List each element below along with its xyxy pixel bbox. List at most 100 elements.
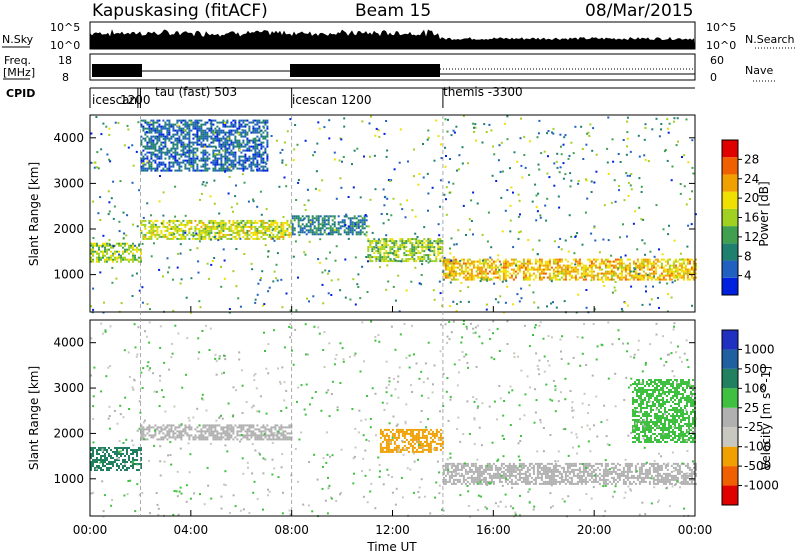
heatmap-cell: [220, 238, 222, 240]
heatmap-cell: [256, 162, 258, 164]
heatmap-cell: [196, 166, 198, 168]
heatmap-cell: [128, 455, 130, 457]
heatmap-cell: [226, 162, 228, 164]
heatmap-cell: [340, 187, 342, 189]
heatmap-cell: [236, 430, 238, 432]
heatmap-cell: [304, 204, 306, 206]
heatmap-cell: [232, 124, 234, 126]
heatmap-cell: [472, 192, 474, 194]
heatmap-cell: [472, 233, 474, 235]
heatmap-cell: [449, 471, 451, 473]
heatmap-cell: [461, 271, 463, 273]
heatmap-cell: [489, 475, 491, 477]
heatmap-cell: [234, 154, 236, 156]
heatmap-cell: [248, 126, 250, 128]
heatmap-cell: [579, 265, 581, 267]
heatmap-cell: [198, 232, 200, 234]
heatmap-cell: [194, 120, 196, 122]
heatmap-cell: [358, 223, 360, 225]
heatmap-cell: [563, 279, 565, 281]
heatmap-cell: [218, 142, 220, 144]
heatmap-cell: [345, 297, 347, 299]
heatmap-cell: [393, 244, 395, 246]
heatmap-cell: [284, 222, 286, 224]
heatmap-cell: [166, 438, 168, 440]
heatmap-cell: [172, 148, 174, 150]
heatmap-cell: [387, 240, 389, 242]
heatmap-cell: [216, 138, 218, 140]
heatmap-cell: [669, 265, 671, 267]
heatmap-cell: [483, 469, 485, 471]
heatmap-cell: [240, 124, 242, 126]
heatmap-cell: [252, 162, 254, 164]
heatmap-cell: [363, 156, 365, 158]
heatmap-cell: [98, 459, 100, 461]
heatmap-cell: [258, 122, 260, 124]
heatmap-cell: [539, 269, 541, 271]
heatmap-cell: [240, 146, 242, 148]
heatmap-cell: [286, 436, 288, 438]
heatmap-cell: [200, 220, 202, 222]
heatmap-cell: [614, 272, 616, 274]
heatmap-cell: [234, 152, 236, 154]
heatmap-cell: [182, 136, 184, 138]
heatmap-cell: [166, 424, 168, 426]
heatmap-cell: [103, 302, 105, 304]
heatmap-cell: [104, 465, 106, 467]
heatmap-cell: [200, 130, 202, 132]
heatmap-cell: [473, 277, 475, 279]
heatmap-cell: [280, 432, 282, 434]
heatmap-cell: [568, 251, 570, 253]
heatmap-cell: [91, 162, 93, 164]
heatmap-cell: [623, 269, 625, 271]
heatmap-cell: [345, 214, 347, 216]
heatmap-cell: [158, 148, 160, 150]
heatmap-cell: [136, 247, 138, 249]
heatmap-cell: [371, 240, 373, 242]
heatmap-cell: [94, 251, 96, 253]
heatmap-cell: [563, 273, 565, 275]
heatmap-cell: [216, 122, 218, 124]
heatmap-cell: [242, 426, 244, 428]
heatmap-cell: [210, 228, 212, 230]
heatmap-cell: [288, 234, 290, 236]
heatmap-cell: [497, 475, 499, 477]
heatmap-cell: [214, 138, 216, 140]
heatmap-cell: [274, 222, 276, 224]
heatmap-cell: [316, 170, 318, 172]
heatmap-cell: [248, 150, 250, 152]
heatmap-cell: [579, 263, 581, 265]
heatmap-cell: [548, 130, 550, 132]
heatmap-cell: [447, 261, 449, 263]
heatmap-cell: [315, 188, 317, 190]
heatmap-cell: [667, 275, 669, 277]
heatmap-cell: [569, 279, 571, 281]
heatmap-cell: [402, 449, 404, 451]
heatmap-cell: [558, 246, 560, 248]
heatmap-cell: [539, 267, 541, 269]
heatmap-cell: [339, 160, 341, 162]
heatmap-cell: [406, 429, 408, 431]
heatmap-cell: [252, 131, 254, 133]
heatmap-cell: [244, 126, 246, 128]
heatmap-cell: [449, 158, 451, 160]
heatmap-cell: [172, 236, 174, 238]
heatmap-cell: [178, 142, 180, 144]
heatmap-cell: [252, 146, 254, 148]
heatmap-cell: [689, 263, 691, 265]
heatmap-cell: [237, 297, 239, 299]
heatmap-cell: [182, 150, 184, 152]
heatmap-cell: [109, 239, 111, 241]
heatmap-cell: [623, 139, 625, 141]
heatmap-cell: [539, 275, 541, 277]
heatmap-cell: [515, 263, 517, 265]
heatmap-cell: [236, 146, 238, 148]
heatmap-cell: [176, 162, 178, 164]
heatmap-cell: [188, 168, 190, 170]
heatmap-cell: [375, 256, 377, 258]
heatmap-cell: [664, 150, 666, 152]
heatmap-cell: [607, 265, 609, 267]
heatmap-cell: [609, 265, 611, 267]
heatmap-cell: [473, 261, 475, 263]
heatmap-cell: [274, 230, 276, 232]
